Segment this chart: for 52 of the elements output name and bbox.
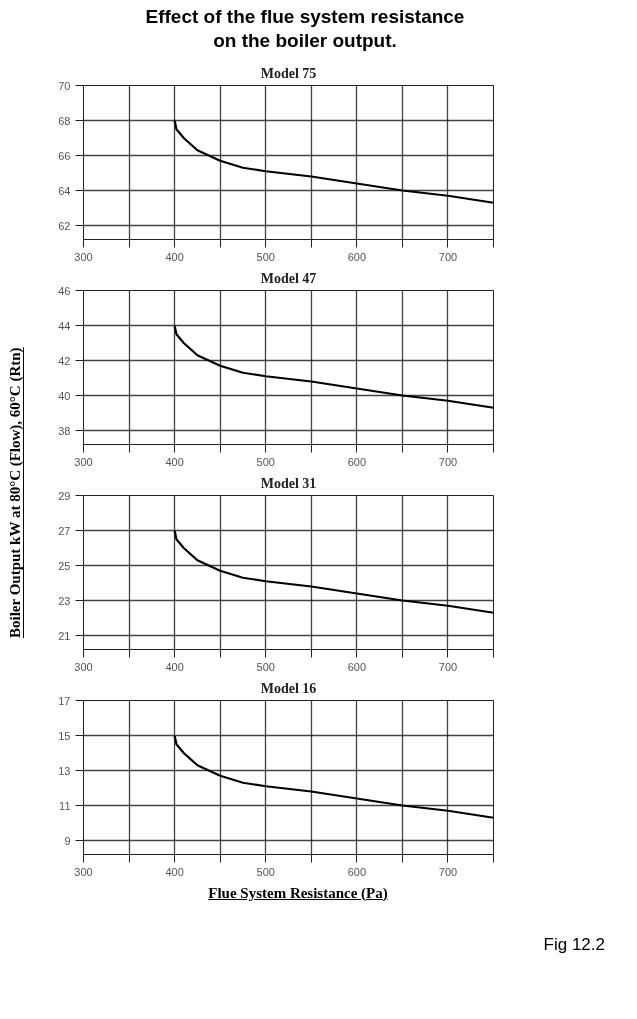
y-axis-title: Boiler Output kW at 80°C (Flow), 60°C (Rtn): [7, 347, 23, 638]
chart-subtitle: Model 75: [260, 65, 317, 80]
y-tick-label: 70: [58, 79, 71, 91]
line-series: [173, 323, 494, 409]
x-tick-label: 700: [438, 660, 458, 672]
chart-title: Model 31: [260, 475, 317, 490]
x-tick-label: 700: [438, 455, 458, 467]
y-tick-label: 46: [58, 284, 71, 296]
x-tick-label: 600: [347, 865, 367, 877]
y-tick-label: 27: [58, 524, 71, 536]
x-tick-label: 700: [438, 865, 458, 877]
x-tick-label: 400: [165, 865, 184, 877]
chart-title: Model 47: [260, 270, 317, 285]
x-tick-label: 500: [256, 250, 275, 262]
y-tick-label: 62: [58, 219, 71, 231]
y-tick-label: 25: [58, 559, 71, 571]
y-tick-label: 66: [58, 149, 71, 161]
chart-title: Effect of the flue system resistance on the boiler output.: [145, 5, 465, 53]
y-tick-label: 64: [58, 184, 71, 196]
y-tick-label: 13: [58, 764, 71, 776]
y-tick-label: 68: [58, 114, 71, 126]
x-tick-label: 500: [256, 660, 275, 672]
x-tick-label: 300: [74, 455, 93, 467]
caption: Fig 12.2: [543, 933, 605, 956]
x-tick-label: 500: [256, 865, 275, 877]
chart-title: Model 16: [260, 680, 317, 695]
y-tick-label: 44: [58, 319, 71, 331]
y-tick-label: 29: [58, 489, 71, 501]
x-tick-label: 300: [74, 660, 93, 672]
x-tick-label: 500: [256, 455, 275, 467]
x-tick-label: 600: [347, 455, 367, 467]
x-axis-title: Flue System Resistance (Pa): [208, 884, 388, 901]
line-series: [173, 118, 494, 204]
x-tick-label: 300: [74, 250, 93, 262]
line-series: [173, 528, 494, 614]
y-tick-label: 9: [64, 834, 71, 846]
y-tick-label: 23: [58, 594, 71, 606]
y-tick-label: 11: [59, 799, 71, 811]
x-tick-label: 600: [347, 660, 367, 672]
y-tick-label: 38: [58, 424, 71, 436]
line-series: [173, 733, 494, 819]
y-tick-label: 15: [58, 729, 71, 741]
y-tick-label: 21: [58, 629, 71, 641]
x-tick-label: 400: [165, 250, 184, 262]
x-tick-label: 400: [165, 660, 184, 672]
y-tick-label: 42: [58, 354, 71, 366]
x-tick-label: 400: [165, 455, 184, 467]
x-tick-label: 700: [438, 250, 458, 262]
x-tick-label: 300: [74, 865, 93, 877]
y-tick-label: 17: [58, 694, 71, 706]
x-tick-label: 600: [347, 250, 367, 262]
y-tick-label: 40: [58, 389, 71, 401]
